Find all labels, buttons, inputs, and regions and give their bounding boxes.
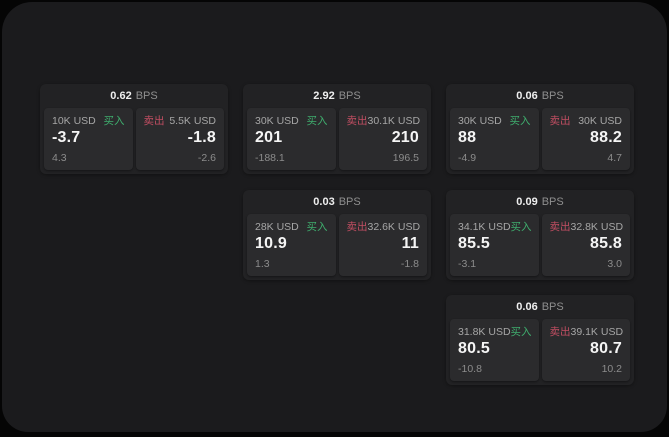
spread-value: 0.06 bbox=[516, 90, 538, 102]
sell-size: 32.6K USD bbox=[367, 221, 421, 233]
sell-delta: 10.2 bbox=[601, 363, 622, 375]
quote-tiles: 30K USD 买入 88 -4.9 卖出 30K USD 88.2 4.7 bbox=[450, 108, 630, 170]
spread-value: 0.09 bbox=[516, 196, 538, 208]
sell-price: 88.2 bbox=[590, 129, 622, 146]
buy-delta: -10.8 bbox=[458, 363, 482, 375]
sell-size: 5.5K USD bbox=[169, 115, 216, 127]
buy-tile[interactable]: 30K USD 买入 88 -4.9 bbox=[450, 108, 539, 170]
buy-size: 10K USD bbox=[52, 115, 96, 127]
quote-card: 0.62 BPS 10K USD 买入 -3.7 4.3 卖出 5.5K USD bbox=[40, 84, 228, 174]
sell-size: 30.1K USD bbox=[367, 115, 421, 127]
buy-tile[interactable]: 28K USD 买入 10.9 1.3 bbox=[247, 214, 336, 276]
buy-delta: -4.9 bbox=[458, 152, 477, 164]
sell-delta: 4.7 bbox=[607, 152, 622, 164]
buy-side-label: 买入 bbox=[510, 221, 532, 233]
spread-header: 0.03 BPS bbox=[243, 190, 431, 214]
spread-header: 0.06 BPS bbox=[446, 84, 634, 108]
quote-tiles: 31.8K USD 买入 80.5 -10.8 卖出 39.1K USD 80.… bbox=[450, 319, 630, 381]
quote-card: 2.92 BPS 30K USD 买入 201 -188.1 卖出 30.1K … bbox=[243, 84, 431, 174]
sell-delta: 196.5 bbox=[392, 152, 419, 164]
quote-tiles: 30K USD 买入 201 -188.1 卖出 30.1K USD 210 1… bbox=[247, 108, 427, 170]
quote-card: 0.03 BPS 28K USD 买入 10.9 1.3 卖出 32.6K US… bbox=[243, 190, 431, 280]
buy-size: 28K USD bbox=[255, 221, 299, 233]
buy-price: 88 bbox=[458, 129, 477, 146]
sell-tile[interactable]: 卖出 30K USD 88.2 4.7 bbox=[541, 108, 630, 170]
buy-tile[interactable]: 34.1K USD 买入 85.5 -3.1 bbox=[450, 214, 539, 276]
sell-size: 30K USD bbox=[578, 115, 622, 127]
quotes-panel: 0.62 BPS 10K USD 买入 -3.7 4.3 卖出 5.5K USD bbox=[2, 2, 667, 432]
sell-side-label: 卖出 bbox=[549, 326, 571, 338]
buy-size: 30K USD bbox=[458, 115, 502, 127]
sell-price: 210 bbox=[391, 129, 419, 146]
bps-unit-label: BPS bbox=[541, 196, 564, 208]
bps-unit-label: BPS bbox=[338, 196, 361, 208]
buy-price: -3.7 bbox=[52, 129, 81, 146]
quote-card: 0.09 BPS 34.1K USD 买入 85.5 -3.1 卖出 32.8K… bbox=[446, 190, 634, 280]
quote-card: 0.06 BPS 30K USD 买入 88 -4.9 卖出 30K USD bbox=[446, 84, 634, 174]
buy-price: 10.9 bbox=[255, 235, 287, 252]
buy-size: 34.1K USD bbox=[458, 221, 511, 233]
sell-price: -1.8 bbox=[187, 129, 216, 146]
buy-side-label: 买入 bbox=[306, 115, 328, 127]
buy-side-label: 买入 bbox=[306, 221, 328, 233]
buy-side-label: 买入 bbox=[103, 115, 125, 127]
buy-delta: 4.3 bbox=[52, 152, 67, 164]
spread-value: 0.62 bbox=[110, 90, 132, 102]
sell-delta: 3.0 bbox=[607, 258, 622, 270]
sell-size: 32.8K USD bbox=[570, 221, 624, 233]
sell-tile[interactable]: 卖出 32.6K USD 11 -1.8 bbox=[338, 214, 427, 276]
buy-price: 201 bbox=[255, 129, 283, 146]
sell-tile[interactable]: 卖出 32.8K USD 85.8 3.0 bbox=[541, 214, 630, 276]
spread-value: 0.03 bbox=[313, 196, 335, 208]
bps-unit-label: BPS bbox=[135, 90, 158, 102]
sell-price: 11 bbox=[401, 235, 419, 252]
buy-price: 85.5 bbox=[458, 235, 490, 252]
sell-side-label: 卖出 bbox=[346, 115, 368, 127]
sell-tile[interactable]: 卖出 39.1K USD 80.7 10.2 bbox=[541, 319, 630, 381]
sell-delta: -1.8 bbox=[400, 258, 419, 270]
sell-side-label: 卖出 bbox=[346, 221, 368, 233]
spread-value: 2.92 bbox=[313, 90, 335, 102]
bps-unit-label: BPS bbox=[338, 90, 361, 102]
buy-size: 30K USD bbox=[255, 115, 299, 127]
quote-tiles: 28K USD 买入 10.9 1.3 卖出 32.6K USD 11 -1.8 bbox=[247, 214, 427, 276]
spread-value: 0.06 bbox=[516, 301, 538, 313]
sell-side-label: 卖出 bbox=[549, 221, 571, 233]
spread-header: 2.92 BPS bbox=[243, 84, 431, 108]
sell-price: 85.8 bbox=[590, 235, 622, 252]
sell-delta: -2.6 bbox=[197, 152, 216, 164]
sell-size: 39.1K USD bbox=[570, 326, 624, 338]
buy-tile[interactable]: 10K USD 买入 -3.7 4.3 bbox=[44, 108, 133, 170]
buy-size: 31.8K USD bbox=[458, 326, 511, 338]
quote-tiles: 34.1K USD 买入 85.5 -3.1 卖出 32.8K USD 85.8… bbox=[450, 214, 630, 276]
buy-delta: 1.3 bbox=[255, 258, 270, 270]
sell-price: 80.7 bbox=[590, 340, 622, 357]
buy-tile[interactable]: 30K USD 买入 201 -188.1 bbox=[247, 108, 336, 170]
spread-header: 0.62 BPS bbox=[40, 84, 228, 108]
buy-price: 80.5 bbox=[458, 340, 490, 357]
sell-tile[interactable]: 卖出 5.5K USD -1.8 -2.6 bbox=[135, 108, 224, 170]
bps-unit-label: BPS bbox=[541, 301, 564, 313]
buy-side-label: 买入 bbox=[510, 326, 532, 338]
buy-side-label: 买入 bbox=[509, 115, 531, 127]
quote-card: 0.06 BPS 31.8K USD 买入 80.5 -10.8 卖出 39.1… bbox=[446, 295, 634, 385]
sell-side-label: 卖出 bbox=[549, 115, 571, 127]
sell-tile[interactable]: 卖出 30.1K USD 210 196.5 bbox=[338, 108, 427, 170]
buy-delta: -188.1 bbox=[255, 152, 285, 164]
buy-tile[interactable]: 31.8K USD 买入 80.5 -10.8 bbox=[450, 319, 539, 381]
bps-unit-label: BPS bbox=[541, 90, 564, 102]
quote-tiles: 10K USD 买入 -3.7 4.3 卖出 5.5K USD -1.8 -2.… bbox=[44, 108, 224, 170]
buy-delta: -3.1 bbox=[458, 258, 477, 270]
sell-side-label: 卖出 bbox=[143, 115, 165, 127]
spread-header: 0.09 BPS bbox=[446, 190, 634, 214]
spread-header: 0.06 BPS bbox=[446, 295, 634, 319]
